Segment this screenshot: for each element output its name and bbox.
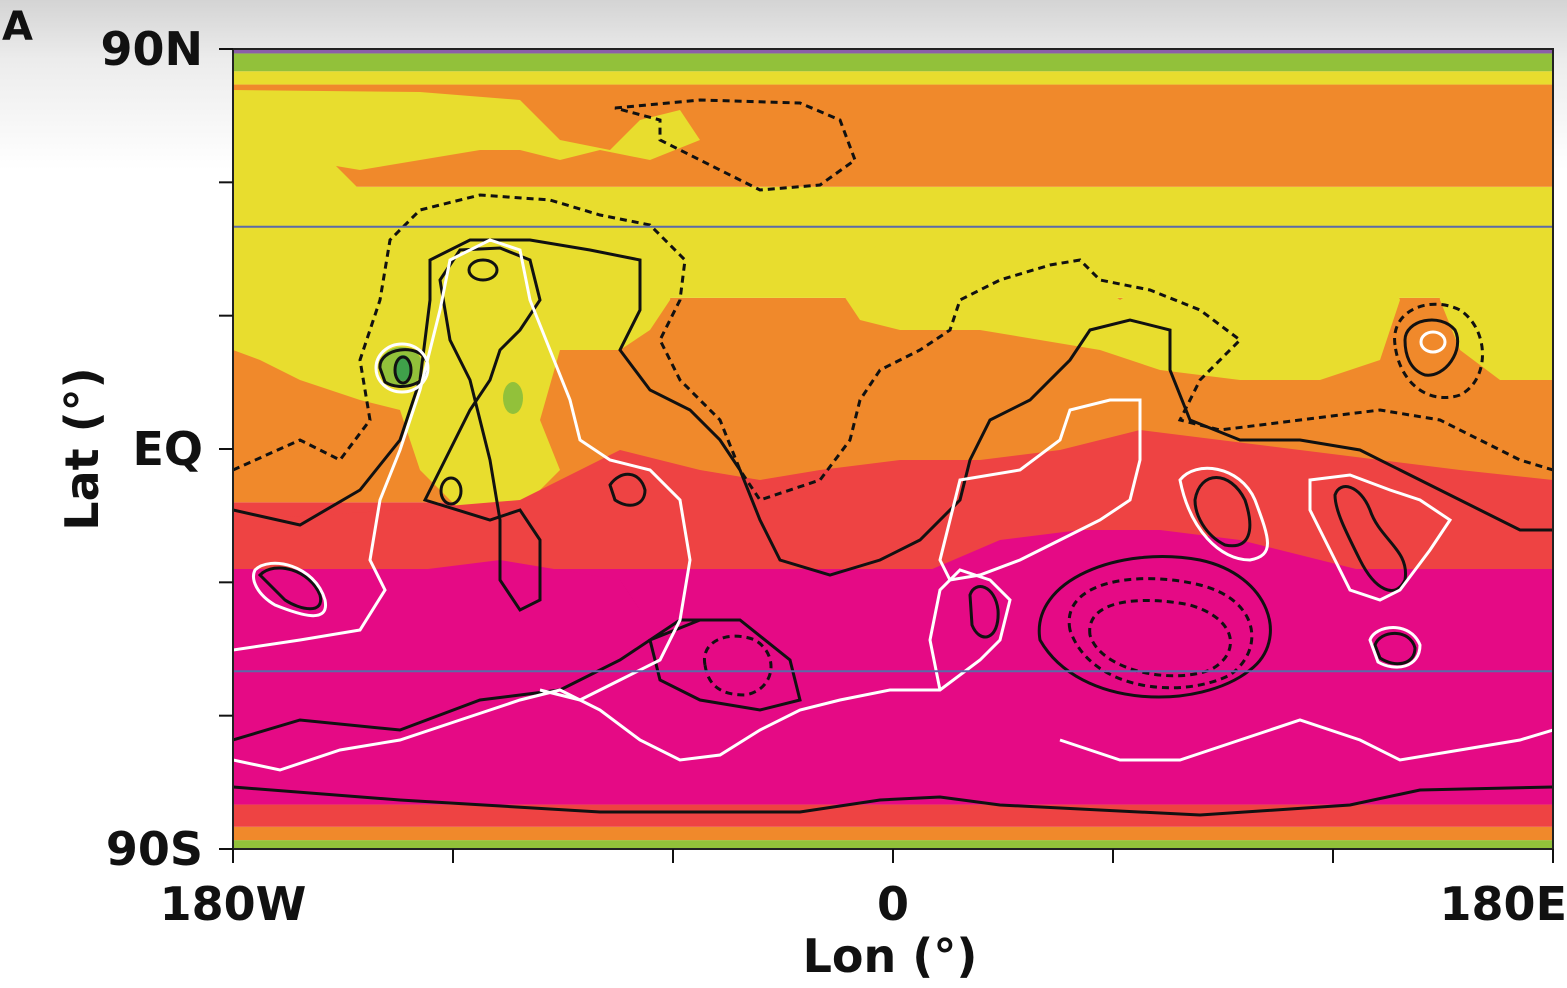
- contours: [233, 98, 1553, 817]
- x-tick-label-6: 180E: [1440, 877, 1567, 931]
- solid-ring-east: [1403, 318, 1460, 377]
- yellow-blob-north-west: [233, 90, 700, 170]
- reference-lines: [233, 225, 1553, 673]
- solid-contour-south-2: [1037, 555, 1272, 699]
- white-contour-far-south: [1059, 718, 1553, 762]
- yellow-blob-east: [1430, 220, 1553, 380]
- lat-band-10: [233, 49, 1553, 54]
- solid-loop-4: [1333, 485, 1408, 592]
- dashed-ring-south-2: [1088, 599, 1232, 678]
- green-spot-2: [503, 382, 523, 414]
- solid-loop-3: [1193, 476, 1252, 548]
- y-axis-title: Lat (°): [55, 367, 109, 530]
- x-tick-label-0: 180W: [160, 877, 307, 931]
- lat-band-2: [233, 804, 1553, 827]
- yellow-blob-west: [233, 150, 680, 510]
- plot-area: [233, 49, 1553, 849]
- white-contour-loop-3: [1368, 626, 1422, 669]
- dashed-contour-north: [614, 98, 857, 192]
- solid-contour-main: [233, 238, 1553, 577]
- lat-band-9: [233, 53, 1553, 72]
- y-tick-label-3: EQ: [132, 422, 203, 476]
- y-tick-label-6: 90S: [106, 822, 203, 876]
- lat-band-0: [233, 840, 1553, 849]
- lat-band-1: [233, 826, 1553, 841]
- y-axis: 90N EQ 90S: [100, 22, 233, 876]
- white-contour-loop-1: [252, 561, 327, 618]
- solid-contour-pole: [233, 785, 1553, 817]
- dashed-contour-west: [233, 193, 1553, 502]
- solid-loop-9: [393, 355, 413, 385]
- solid-loop-1: [257, 566, 323, 611]
- dashed-ring-south-1: [1067, 577, 1254, 690]
- solid-loop-2: [968, 585, 1000, 639]
- panel-label: A: [2, 4, 33, 50]
- x-axis: 180W 0 180E: [160, 849, 1567, 931]
- solid-contour-south-1: [233, 618, 802, 742]
- solid-loop-5: [608, 472, 647, 507]
- yellow-blob-central: [840, 220, 1400, 380]
- white-ring-east: [1419, 330, 1447, 354]
- white-contour-main: [233, 238, 692, 702]
- red-blob-1: [233, 430, 1553, 560]
- y-tick-label-0: 90N: [100, 22, 203, 76]
- lat-band-8: [233, 71, 1553, 85]
- white-contour-south: [233, 568, 1012, 772]
- x-axis-title: Lon (°): [803, 929, 978, 983]
- magenta-blob-2: [340, 560, 640, 610]
- white-contour-loop-2: [1178, 466, 1269, 562]
- dashed-ring-south-3: [703, 634, 773, 697]
- white-contour-east: [1308, 473, 1453, 602]
- magenta-blob-1: [930, 530, 1400, 640]
- solid-loop-7: [467, 258, 499, 282]
- field-blobs: [233, 90, 1553, 640]
- solid-loop-6: [1373, 631, 1417, 666]
- solid-loop-8: [439, 476, 463, 506]
- white-contour-center: [938, 398, 1142, 582]
- solid-contour-west-loop: [422, 246, 542, 612]
- white-ring-green-1: [374, 342, 430, 394]
- x-tick-label-3: 0: [877, 877, 909, 931]
